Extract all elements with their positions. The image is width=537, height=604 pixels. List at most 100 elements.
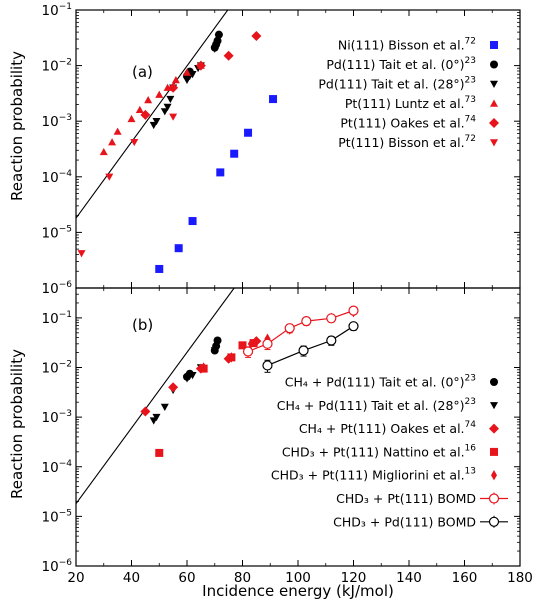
data-point bbox=[228, 352, 235, 363]
fit-line bbox=[76, 288, 235, 505]
y-tick-label: 10−5 bbox=[42, 224, 72, 241]
x-tick-label: 160 bbox=[452, 570, 478, 586]
y-tick-label: 10−1 bbox=[42, 310, 72, 327]
data-point bbox=[168, 82, 179, 93]
legend-marker bbox=[488, 516, 500, 527]
data-point bbox=[298, 345, 309, 356]
panel-label: (b) bbox=[132, 316, 153, 334]
data-point bbox=[77, 250, 86, 258]
data-point bbox=[183, 375, 191, 383]
data-point bbox=[152, 413, 161, 422]
data-point bbox=[183, 68, 191, 76]
data-point bbox=[262, 338, 273, 349]
plot-area bbox=[76, 10, 278, 273]
panel-b: 20 40 60 80 100 120 140 160 180 10−6 10−5 10−4 10−3 1… bbox=[42, 287, 533, 586]
data-point bbox=[183, 76, 191, 85]
y-axis-title: Reaction probability bbox=[8, 51, 26, 201]
legend-item: CHD₃ + Pt(111) BOMD bbox=[336, 491, 508, 506]
data-point bbox=[200, 362, 207, 373]
y-axis-title: Reaction probability bbox=[8, 349, 26, 499]
x-tick-label: 80 bbox=[234, 570, 251, 586]
data-point bbox=[348, 321, 359, 332]
data-point bbox=[195, 60, 206, 71]
data-point bbox=[188, 71, 197, 79]
data-point bbox=[168, 382, 179, 393]
data-point bbox=[144, 96, 153, 104]
data-point bbox=[155, 264, 164, 273]
data-point bbox=[113, 127, 122, 135]
data-point bbox=[301, 316, 312, 327]
legend-label: Pt(111) Bisson et al.72 bbox=[338, 134, 476, 150]
legend-marker bbox=[491, 470, 497, 481]
legend-marker bbox=[489, 118, 499, 128]
data-point bbox=[238, 341, 247, 350]
data-point bbox=[269, 95, 278, 104]
fit-line bbox=[76, 10, 229, 219]
legend-item: Pd(111) Tait et al. (0°)23 bbox=[326, 56, 498, 72]
x-tick-label: 60 bbox=[178, 570, 195, 586]
data-point bbox=[99, 147, 108, 156]
data-point bbox=[166, 95, 175, 104]
legend-item: Pt(111) Bisson et al.72 bbox=[338, 134, 498, 150]
legend-label: Pt(111) Luntz et al.73 bbox=[345, 95, 476, 111]
legend-label: CH₄ + Pd(111) Tait et al. (0°)23 bbox=[285, 374, 476, 390]
data-point bbox=[210, 347, 219, 355]
data-point bbox=[251, 31, 262, 42]
x-tick-label: 120 bbox=[341, 570, 367, 586]
data-point bbox=[140, 406, 151, 417]
legend-item: CH₄ + Pt(111) Oakes et al.74 bbox=[299, 420, 499, 436]
legend-label: CHD₃ + Pt(111) Migliorini et al.13 bbox=[271, 467, 476, 483]
y-tick-label: 10−3 bbox=[42, 113, 72, 130]
data-point bbox=[223, 50, 234, 61]
data-point bbox=[135, 105, 144, 114]
data-point bbox=[284, 323, 295, 334]
y-tick-label: 10−1 bbox=[42, 2, 72, 19]
data-point bbox=[188, 217, 197, 226]
data-point bbox=[262, 360, 273, 371]
data-point bbox=[108, 138, 117, 146]
data-point bbox=[213, 41, 222, 49]
legend-item: CHD₃ + Pd(111) BOMD bbox=[333, 514, 508, 529]
legend-item: CHD₃ + Pt(111) Nattino et al.16 bbox=[282, 443, 498, 459]
data-point bbox=[230, 149, 239, 158]
legend-label: CHD₃ + Pt(111) BOMD bbox=[336, 491, 476, 506]
legend-label: Pd(111) Tait et al. (28°)23 bbox=[318, 76, 476, 92]
data-point bbox=[188, 371, 197, 380]
y-tick-label: 10−6 bbox=[42, 280, 73, 297]
x-tick-label: 20 bbox=[67, 570, 84, 586]
data-point bbox=[130, 138, 139, 147]
plot-area bbox=[76, 288, 359, 505]
y-tick-label: 10−2 bbox=[42, 360, 72, 377]
legend-item: Ni(111) Bisson et al.72 bbox=[338, 37, 498, 53]
data-point bbox=[216, 168, 225, 177]
data-point bbox=[348, 305, 359, 316]
legend-marker bbox=[490, 60, 498, 69]
data-point bbox=[160, 108, 169, 116]
legend-item: CHD₃ + Pt(111) Migliorini et al.13 bbox=[271, 467, 497, 483]
data-point bbox=[213, 336, 222, 345]
data-point bbox=[326, 313, 337, 324]
data-point bbox=[140, 109, 151, 120]
data-point bbox=[169, 113, 178, 121]
legend-marker bbox=[490, 139, 498, 147]
data-point bbox=[210, 45, 219, 53]
data-point bbox=[127, 114, 136, 123]
x-tick-label: 100 bbox=[285, 570, 311, 586]
legend-marker bbox=[490, 80, 498, 88]
y-tick-label: 10−5 bbox=[42, 508, 72, 525]
legend-marker bbox=[488, 493, 500, 504]
y-tick-label: 10−6 bbox=[42, 558, 73, 575]
y-tick-label: 10−2 bbox=[42, 58, 72, 75]
y-tick-label: 10−4 bbox=[42, 169, 73, 186]
x-tick-label: 40 bbox=[123, 570, 140, 586]
x-axis-title: Incidence energy (kJ/mol) bbox=[202, 582, 394, 600]
y-tick-label: 10−4 bbox=[42, 459, 73, 476]
data-point bbox=[163, 103, 172, 112]
data-point bbox=[155, 90, 164, 98]
data-point bbox=[160, 403, 169, 411]
panel-a: 10−6 10−5 10−4 10−3 10−2 10−1 (a) Ni(111) Bisso… bbox=[42, 2, 521, 297]
legend-label: CHD₃ + Pt(111) Nattino et al.16 bbox=[282, 443, 476, 459]
x-tick-label: 180 bbox=[507, 570, 533, 586]
legend-marker bbox=[490, 378, 498, 386]
